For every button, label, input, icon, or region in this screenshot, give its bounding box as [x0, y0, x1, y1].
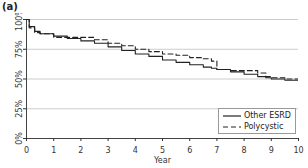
svg-text:25%: 25%: [15, 99, 24, 117]
html-text:Polycystic: Polycystic: [243, 122, 284, 131]
svg-text:100%: 100%: [15, 13, 24, 31]
svg-text:75%: 75%: [15, 40, 24, 58]
svg-text:3: 3: [106, 146, 111, 155]
svg-text:50%: 50%: [15, 70, 24, 88]
html-text:(a): (a): [2, 1, 18, 12]
svg-text:0: 0: [24, 146, 29, 155]
svg-text:5: 5: [160, 146, 165, 155]
svg-text:7: 7: [214, 146, 219, 155]
svg-text:Year: Year: [153, 156, 172, 165]
svg-text:6: 6: [187, 146, 192, 155]
html-text:Other ESRD: Other ESRD: [243, 111, 291, 120]
svg-text:10: 10: [293, 146, 303, 155]
svg-text:9: 9: [269, 146, 274, 155]
svg-text:4: 4: [133, 146, 138, 155]
svg-text:0%: 0%: [15, 132, 24, 145]
svg-text:8: 8: [242, 146, 247, 155]
svg-text:1: 1: [51, 146, 56, 155]
svg-text:2: 2: [78, 146, 83, 155]
